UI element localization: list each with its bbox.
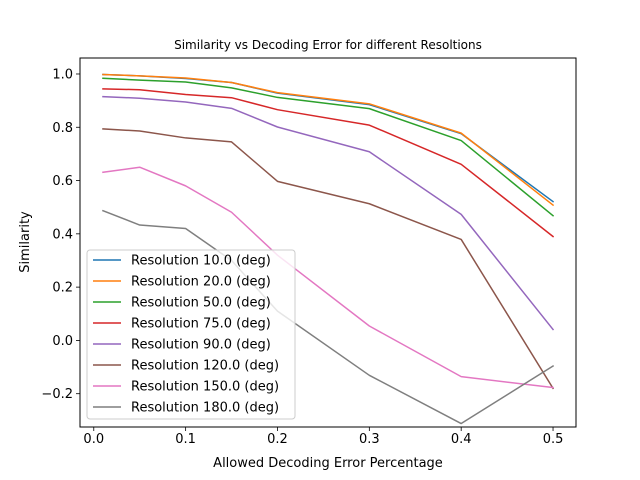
x-tick-label: 0.2 bbox=[267, 432, 288, 447]
x-tick-label: 0.3 bbox=[359, 432, 380, 447]
y-tick-label: 0.6 bbox=[52, 174, 73, 189]
x-axis: 0.0 0.1 0.2 0.3 0.4 0.5 bbox=[83, 427, 563, 447]
series-line-4 bbox=[102, 95, 555, 331]
chart-title: Similarity vs Decoding Error for differe… bbox=[174, 38, 482, 52]
legend-label-6: Resolution 150.0 (deg) bbox=[131, 380, 279, 395]
series-line-2 bbox=[102, 77, 555, 217]
series-lines bbox=[101, 73, 555, 425]
legend-label-1: Resolution 20.0 (deg) bbox=[131, 275, 271, 290]
y-axis-label: Similarity bbox=[18, 211, 33, 273]
x-tick-label: 0.0 bbox=[83, 432, 104, 447]
plot-frame bbox=[79, 57, 577, 428]
y-tick-label: 1.0 bbox=[52, 67, 73, 82]
y-tick-label: 0.0 bbox=[52, 334, 73, 349]
legend-label-2: Resolution 50.0 (deg) bbox=[131, 296, 271, 311]
x-tick-label: 0.1 bbox=[175, 432, 196, 447]
y-tick-label: 0.4 bbox=[52, 227, 73, 242]
legend-label-0: Resolution 10.0 (deg) bbox=[131, 254, 271, 269]
series-line-6 bbox=[102, 166, 554, 389]
legend-label-4: Resolution 90.0 (deg) bbox=[131, 338, 271, 353]
series-line-5 bbox=[102, 128, 555, 390]
legend-box bbox=[86, 249, 296, 420]
x-axis-label: Allowed Decoding Error Percentage bbox=[213, 456, 443, 471]
y-tick-label: 0.2 bbox=[52, 281, 73, 296]
y-axis: −0.2 0.0 0.2 0.4 0.6 0.8 1.0 bbox=[41, 67, 80, 402]
legend-label-7: Resolution 180.0 (deg) bbox=[131, 401, 279, 416]
legend-items: Resolution 10.0 (deg) Resolution 20.0 (de… bbox=[93, 254, 279, 416]
legend-label-3: Resolution 75.0 (deg) bbox=[131, 317, 271, 332]
series-line-1 bbox=[102, 73, 555, 207]
x-tick-label: 0.4 bbox=[451, 432, 472, 447]
legend: Resolution 10.0 (deg) Resolution 20.0 (de… bbox=[86, 249, 296, 420]
x-tick-label: 0.5 bbox=[543, 432, 564, 447]
series-line-3 bbox=[102, 88, 555, 238]
legend-label-5: Resolution 120.0 (deg) bbox=[131, 359, 279, 374]
y-tick-label: 0.8 bbox=[52, 121, 73, 136]
y-tick-label: −0.2 bbox=[41, 387, 73, 402]
